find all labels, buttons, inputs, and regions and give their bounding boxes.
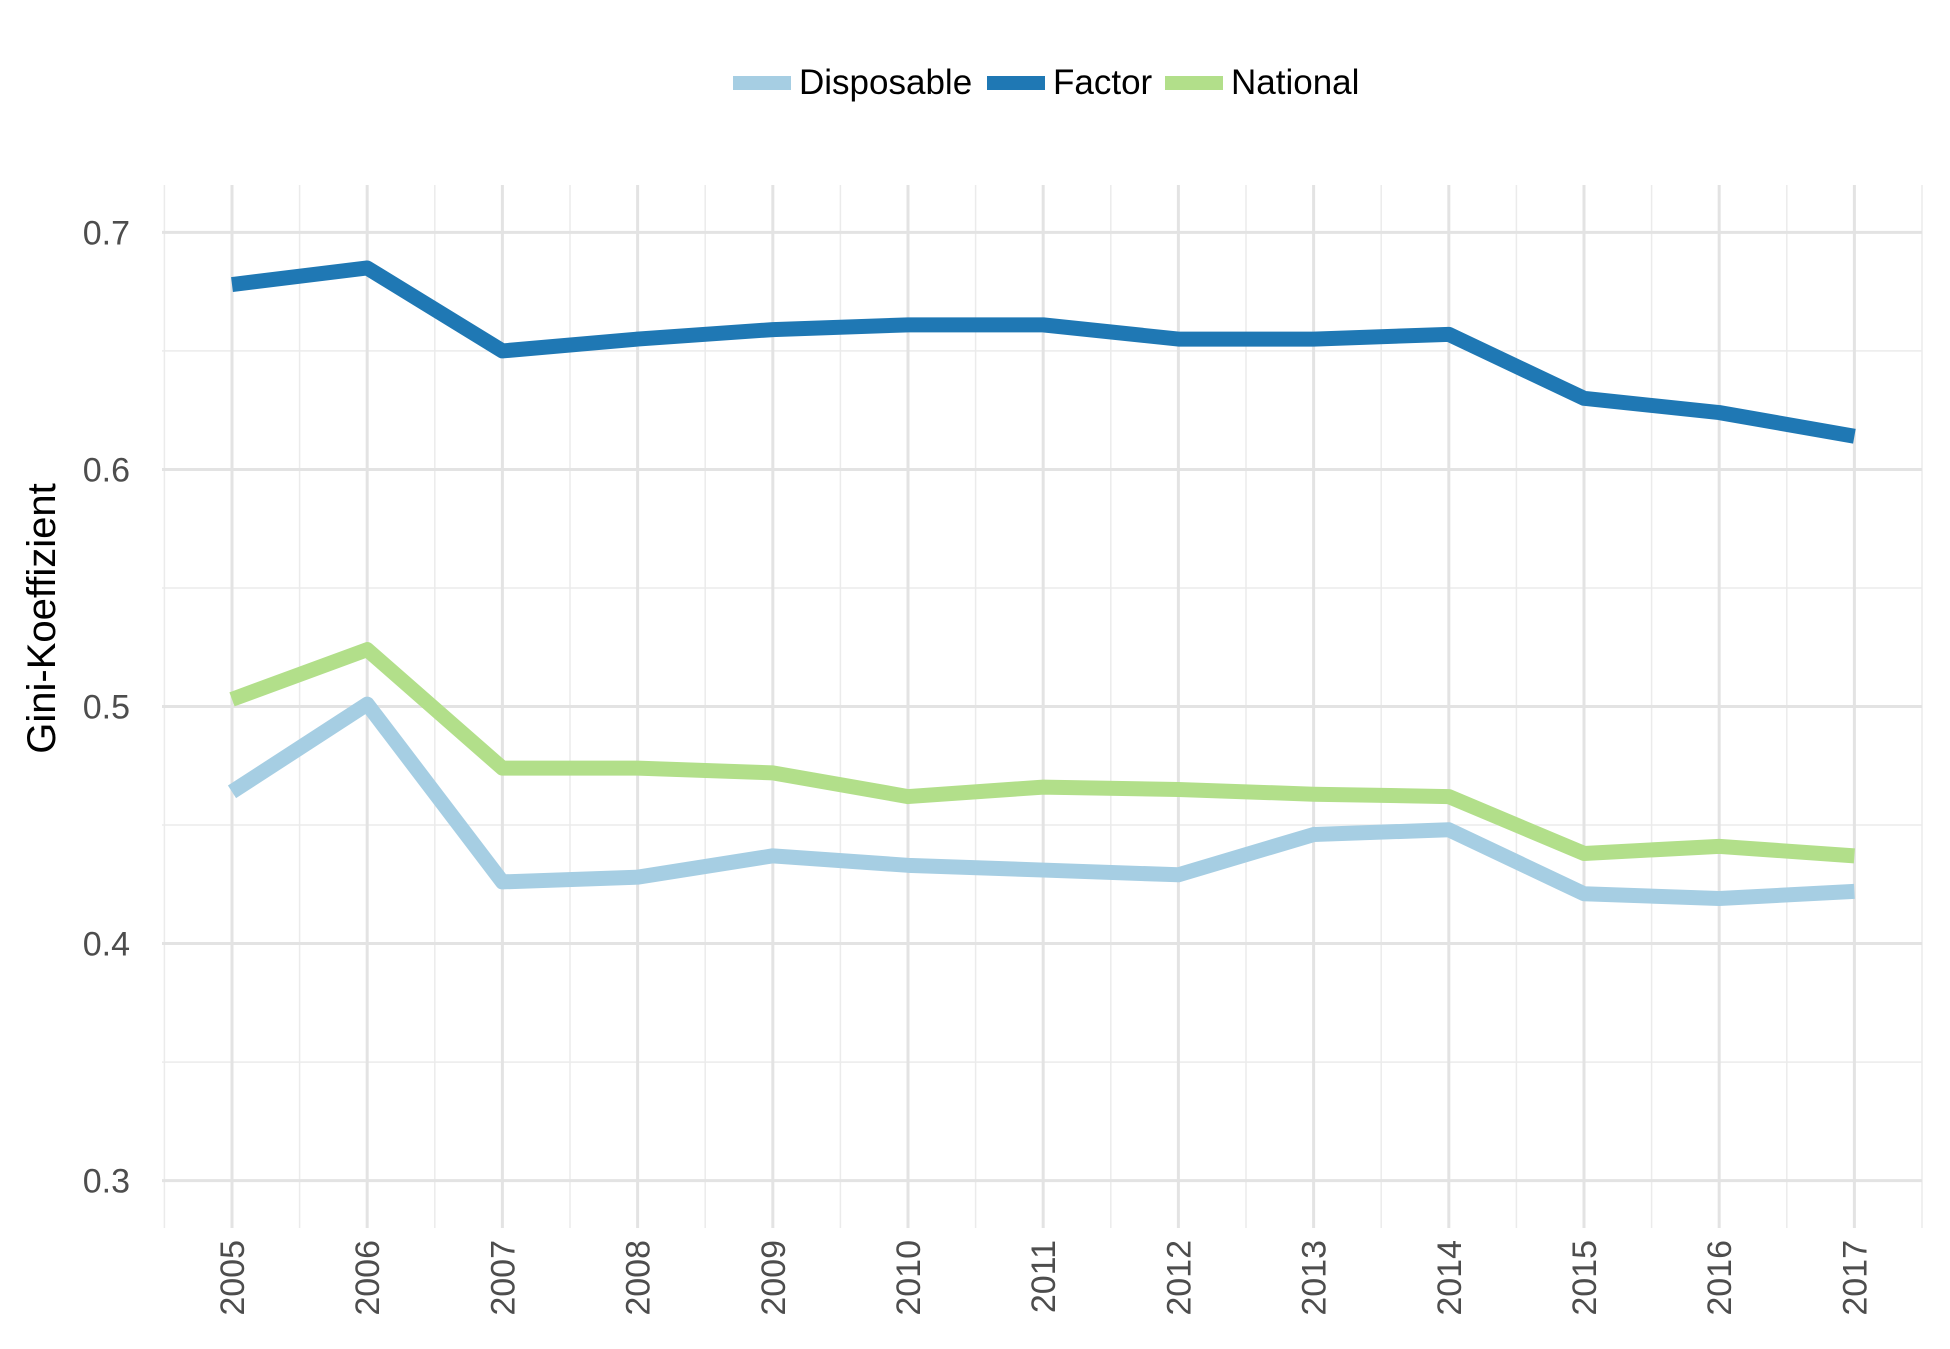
legend-label-disposable: Disposable xyxy=(799,63,973,102)
series-line-factor xyxy=(231,260,1856,444)
legend-label-national: National xyxy=(1231,63,1360,102)
legend-swatch-factor xyxy=(987,76,1045,90)
x-tick-label: 2005 xyxy=(214,1240,252,1316)
x-tick-label: 2010 xyxy=(890,1240,928,1316)
x-tick-label: 2013 xyxy=(1296,1240,1334,1316)
y-tick-label: 0.4 xyxy=(83,926,130,964)
y-axis-title: Gini-Koeffizient xyxy=(20,483,64,754)
y-tick-label: 0.7 xyxy=(83,214,130,252)
x-tick-label: 2014 xyxy=(1431,1240,1469,1316)
x-tick-label: 2006 xyxy=(349,1240,387,1316)
x-tick-label: 2016 xyxy=(1701,1240,1739,1316)
x-tick-label: 2008 xyxy=(620,1240,658,1316)
series-line-national xyxy=(229,642,1855,864)
y-tick-label: 0.5 xyxy=(83,689,130,727)
x-tick-label: 2012 xyxy=(1160,1240,1198,1316)
legend-label-factor: Factor xyxy=(1053,63,1153,102)
x-tick-label: 2007 xyxy=(484,1240,522,1316)
y-tick-label: 0.6 xyxy=(83,451,130,489)
legend: Disposable Factor National xyxy=(0,58,1950,108)
x-tick-label: 2009 xyxy=(755,1240,793,1316)
legend-swatch-disposable xyxy=(733,76,791,90)
x-tick-label: 2011 xyxy=(1025,1240,1063,1313)
x-tick-label: 2015 xyxy=(1566,1240,1604,1316)
y-tick-label: 0.3 xyxy=(83,1163,130,1201)
x-tick-label: 2017 xyxy=(1836,1240,1874,1316)
legend-swatch-national xyxy=(1165,76,1223,90)
series-line-disposable xyxy=(227,696,1855,907)
